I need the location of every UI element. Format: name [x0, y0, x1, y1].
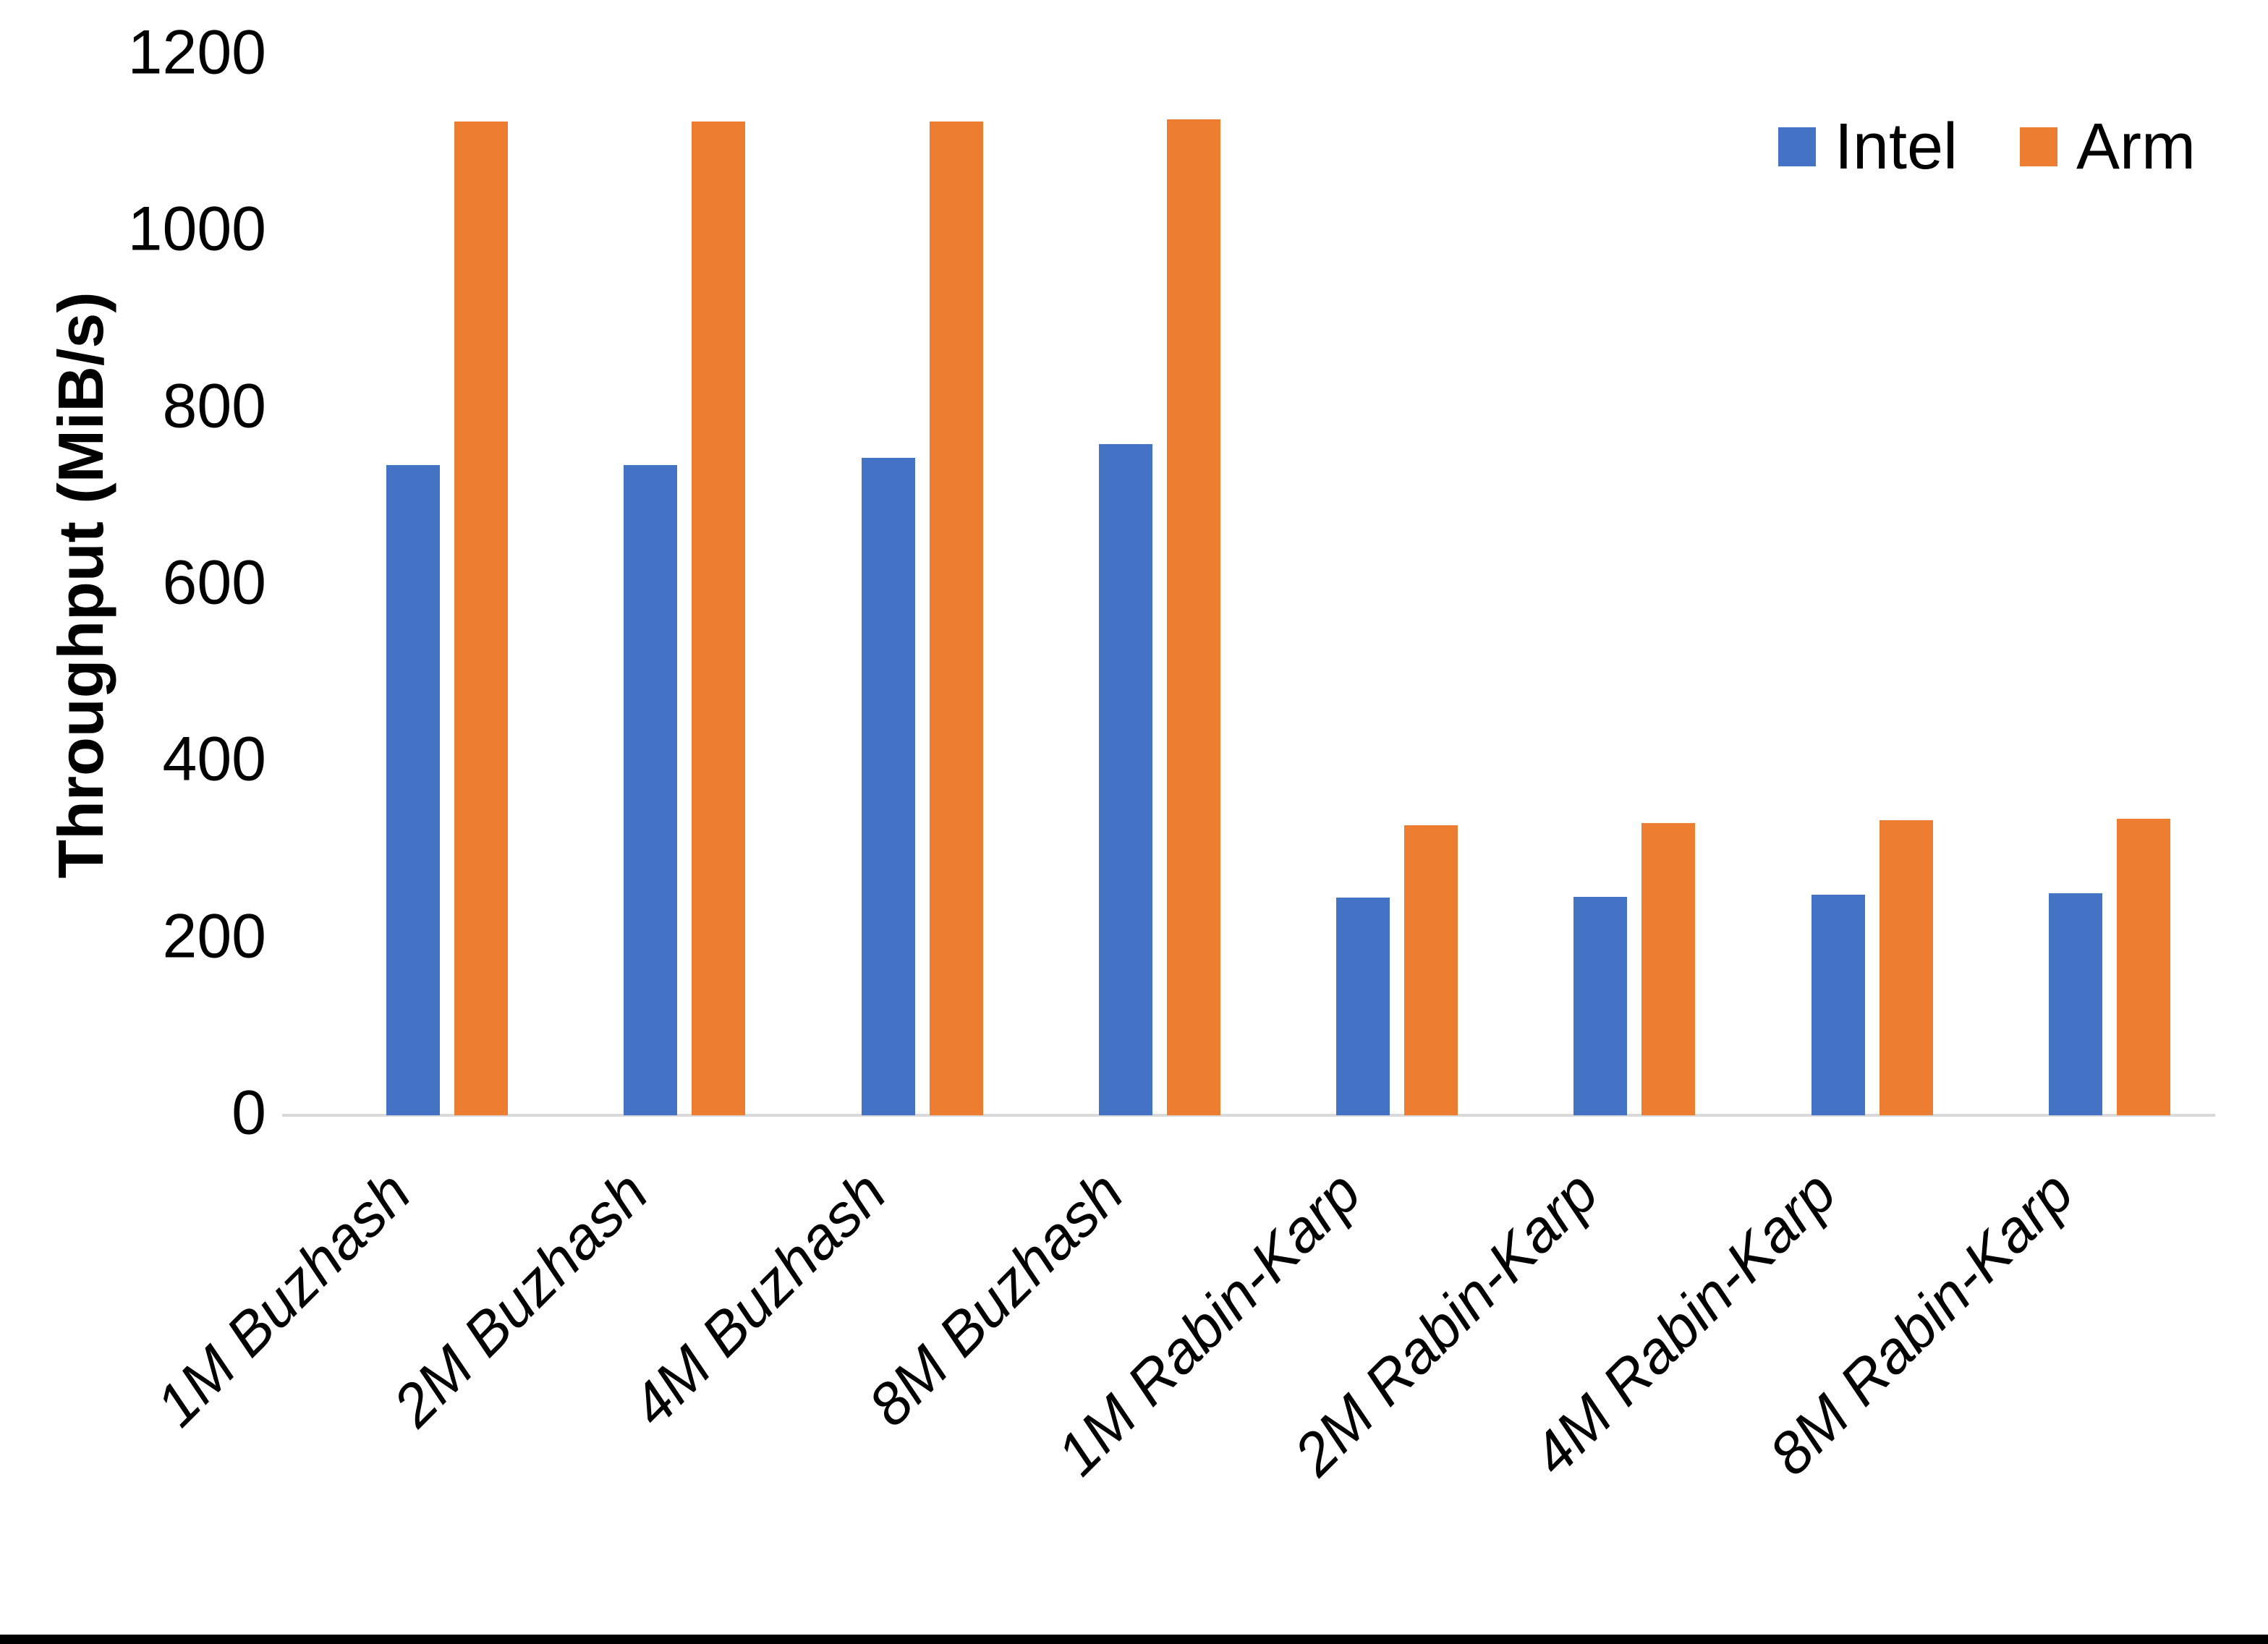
legend: Intel Arm	[1778, 114, 2196, 179]
bar-intel-1m-buzhash	[386, 465, 440, 1115]
y-tick-800: 800	[162, 371, 267, 441]
bar-intel-8m-rabin-karp	[2049, 893, 2102, 1115]
bar-arm-4m-buzhash	[930, 122, 983, 1115]
bar-intel-2m-buzhash	[624, 465, 677, 1115]
bar-intel-4m-buzhash	[862, 458, 915, 1115]
legend-swatch-arm-icon	[2020, 127, 2058, 166]
y-tick-200: 200	[162, 901, 267, 971]
y-tick-1200: 1200	[127, 17, 266, 88]
legend-label-arm: Arm	[2076, 111, 2196, 183]
bar-arm-2m-rabin-karp	[1641, 823, 1695, 1115]
bar-arm-8m-buzhash	[1167, 119, 1220, 1115]
x-axis-line	[282, 1114, 2215, 1117]
bar-intel-2m-rabin-karp	[1573, 897, 1627, 1115]
y-tick-600: 600	[162, 548, 267, 618]
bar-arm-4m-rabin-karp	[1880, 820, 1933, 1115]
y-tick-0: 0	[232, 1078, 266, 1148]
y-tick-1000: 1000	[127, 194, 266, 264]
bottom-border	[0, 1635, 2268, 1644]
legend-item-arm: Arm	[2020, 114, 2196, 179]
legend-swatch-intel-icon	[1778, 127, 1816, 166]
y-tick-400: 400	[162, 724, 267, 794]
bar-arm-1m-buzhash	[454, 122, 508, 1115]
legend-item-intel: Intel	[1778, 114, 1958, 179]
legend-label-intel: Intel	[1834, 111, 1958, 183]
bar-arm-2m-buzhash	[692, 122, 745, 1115]
bar-intel-4m-rabin-karp	[1812, 895, 1865, 1115]
bar-arm-8m-rabin-karp	[2117, 819, 2170, 1115]
bar-intel-1m-rabin-karp	[1336, 898, 1390, 1115]
bar-intel-8m-buzhash	[1099, 444, 1152, 1115]
bar-arm-1m-rabin-karp	[1404, 825, 1458, 1115]
